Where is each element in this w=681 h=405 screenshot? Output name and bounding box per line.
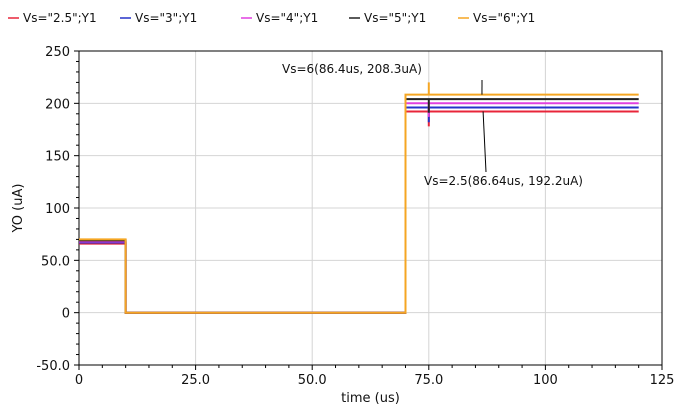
- series-line-4: [79, 82, 639, 314]
- annotation-label: Vs=2.5(86.64us, 192.2uA): [424, 174, 583, 188]
- x-tick-label: 125: [650, 373, 675, 388]
- y-axis: -50.0 0 50.0 100 150 200 250: [36, 45, 79, 374]
- x-axis-title: time (us): [341, 391, 400, 405]
- series-line-1: [79, 106, 639, 314]
- x-tick-label: 100: [533, 373, 558, 388]
- y-tick-label: 150: [45, 150, 70, 165]
- series-group: [79, 82, 639, 314]
- x-tick-label: 50.0: [298, 373, 327, 388]
- y-tick-label: 200: [45, 97, 70, 112]
- annotation-leader: [482, 111, 487, 173]
- annotation-label: Vs=6(86.4us, 208.3uA): [282, 62, 422, 76]
- series-line-0: [79, 110, 639, 314]
- legend: Vs="2.5";Y1 Vs="3";Y1 Vs="4";Y1 Vs="5";Y1 Vs…: [8, 11, 535, 25]
- y-axis-title: YO (uA): [11, 184, 26, 234]
- legend-label: Vs="2.5";Y1: [23, 11, 97, 25]
- y-tick-label: 100: [45, 202, 70, 217]
- y-tick-label: 250: [45, 45, 70, 60]
- legend-label: Vs="3";Y1: [135, 11, 197, 25]
- y-tick-label: 50.0: [41, 254, 70, 269]
- series-line-3: [79, 98, 639, 314]
- annotations: Vs=6(86.4us, 208.3uA) Vs=2.5(86.64us, 192…: [282, 62, 583, 188]
- x-tick-label: 75.0: [414, 373, 443, 388]
- x-tick-label: 25.0: [181, 373, 210, 388]
- x-tick-label: 0: [75, 373, 83, 388]
- legend-label: Vs="5";Y1: [364, 11, 426, 25]
- legend-label: Vs="4";Y1: [256, 11, 318, 25]
- y-tick-label: -50.0: [36, 359, 70, 374]
- x-axis: 0 25.0 50.0 75.0 100 125: [75, 365, 675, 388]
- legend-label: Vs="6";Y1: [473, 11, 535, 25]
- y-tick-label: 0: [62, 307, 70, 322]
